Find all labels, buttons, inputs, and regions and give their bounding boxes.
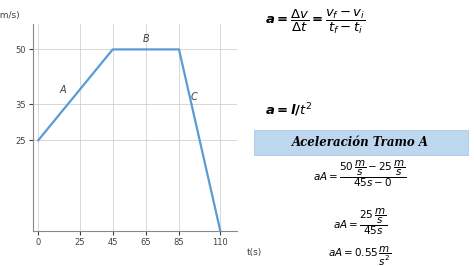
Text: Aceleración Tramo A: Aceleración Tramo A xyxy=(292,136,429,149)
FancyBboxPatch shape xyxy=(255,130,468,155)
Text: v (m/s): v (m/s) xyxy=(0,11,20,20)
Text: $\boldsymbol{a = l/t^2}$: $\boldsymbol{a = l/t^2}$ xyxy=(264,101,312,119)
Text: $aA = 0.55\,\dfrac{m}{s^2}$: $aA = 0.55\,\dfrac{m}{s^2}$ xyxy=(328,245,392,266)
Text: B: B xyxy=(143,34,149,44)
Text: C: C xyxy=(191,92,197,102)
Text: $\boldsymbol{a = \dfrac{\Delta v}{\Delta t} = \dfrac{v_f - v_i}{t_f - t_i}}$: $\boldsymbol{a = \dfrac{\Delta v}{\Delta… xyxy=(264,8,365,36)
Text: A: A xyxy=(60,85,66,95)
Text: $aA = \dfrac{50\,\dfrac{m}{s} - 25\,\dfrac{m}{s}}{45s - 0}$: $aA = \dfrac{50\,\dfrac{m}{s} - 25\,\dfr… xyxy=(313,158,407,189)
Text: t(s): t(s) xyxy=(247,248,263,257)
Text: $aA = \dfrac{25\,\dfrac{m}{s}}{45s}$: $aA = \dfrac{25\,\dfrac{m}{s}}{45s}$ xyxy=(333,206,387,237)
